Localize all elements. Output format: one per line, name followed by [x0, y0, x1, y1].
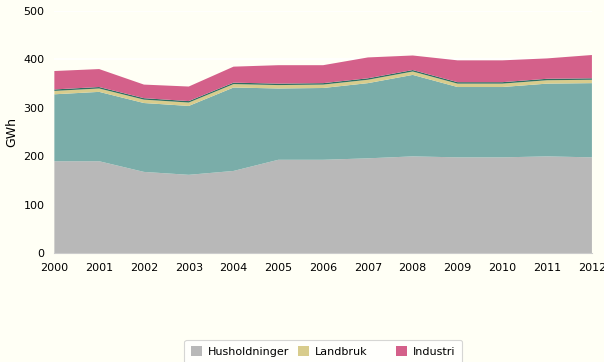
Y-axis label: GWh: GWh	[5, 117, 18, 147]
Legend: Husholdninger, Tjenesteyting, Landbruk, Fritidsboliger, Industri: Husholdninger, Tjenesteyting, Landbruk, …	[184, 340, 462, 362]
